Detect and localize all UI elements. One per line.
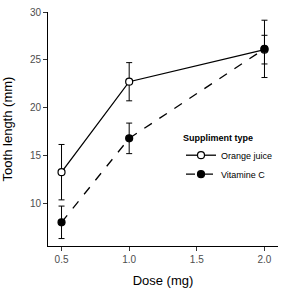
svg-text:15: 15 bbox=[30, 150, 42, 161]
svg-text:25: 25 bbox=[30, 54, 42, 65]
svg-text:Dose (mg): Dose (mg) bbox=[133, 273, 194, 288]
svg-text:10: 10 bbox=[30, 198, 42, 209]
svg-text:20: 20 bbox=[30, 102, 42, 113]
svg-text:0.5: 0.5 bbox=[55, 254, 69, 265]
svg-text:1.0: 1.0 bbox=[122, 254, 136, 265]
svg-text:2.0: 2.0 bbox=[258, 254, 272, 265]
svg-text:Orange juice: Orange juice bbox=[221, 151, 272, 161]
svg-text:Suppliment type: Suppliment type bbox=[183, 133, 253, 143]
svg-text:Tooth length (mm): Tooth length (mm) bbox=[0, 77, 15, 182]
svg-text:Vitamine C: Vitamine C bbox=[221, 170, 265, 180]
svg-text:30: 30 bbox=[30, 7, 42, 18]
svg-text:1.5: 1.5 bbox=[190, 254, 204, 265]
